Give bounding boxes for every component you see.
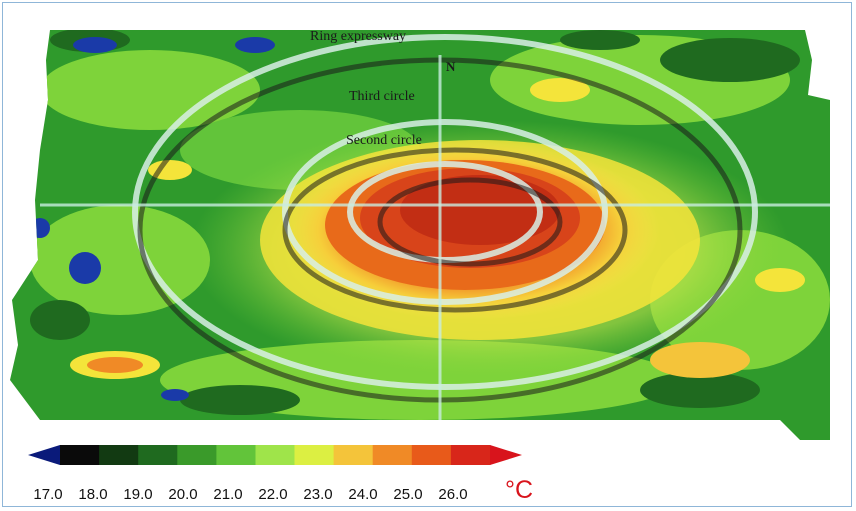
legend-tick-label: 21.0 bbox=[213, 486, 243, 503]
unit-label: °C bbox=[505, 476, 534, 504]
legend-color-segment bbox=[450, 445, 491, 465]
legend-tick-label: 22.0 bbox=[258, 486, 288, 503]
legend-color-segment bbox=[333, 445, 374, 465]
legend-color-segment bbox=[138, 445, 178, 465]
legend-tick-label: 24.0 bbox=[348, 486, 378, 503]
north-label: N bbox=[446, 59, 456, 74]
legend-tick-label: 19.0 bbox=[123, 486, 153, 503]
color-legend-bar bbox=[28, 445, 522, 465]
third-circle-label: Third circle bbox=[349, 89, 415, 104]
legend-color-segment bbox=[216, 445, 256, 465]
legend-tick-label: 26.0 bbox=[438, 486, 468, 503]
legend-color-segment bbox=[99, 445, 139, 465]
second-circle-label: Second circle bbox=[346, 133, 422, 148]
legend-tick-label: 23.0 bbox=[303, 486, 333, 503]
legend-tick-label: 20.0 bbox=[168, 486, 198, 503]
legend-tick-label: 25.0 bbox=[393, 486, 423, 503]
legend-right-arrow bbox=[490, 445, 522, 465]
legend-tick-label: 17.0 bbox=[33, 486, 63, 503]
legend-color-segment bbox=[411, 445, 452, 465]
legend-tick-label: 18.0 bbox=[78, 486, 108, 503]
ring-expressway-label: Ring expressway bbox=[310, 29, 407, 44]
heat-surface bbox=[10, 30, 830, 440]
legend-color-segment bbox=[60, 445, 100, 465]
legend-color-segment bbox=[255, 445, 296, 465]
legend-left-arrow bbox=[28, 445, 60, 465]
legend-color-segment bbox=[372, 445, 413, 465]
legend-color-segment bbox=[177, 445, 217, 465]
legend-color-segment bbox=[294, 445, 335, 465]
